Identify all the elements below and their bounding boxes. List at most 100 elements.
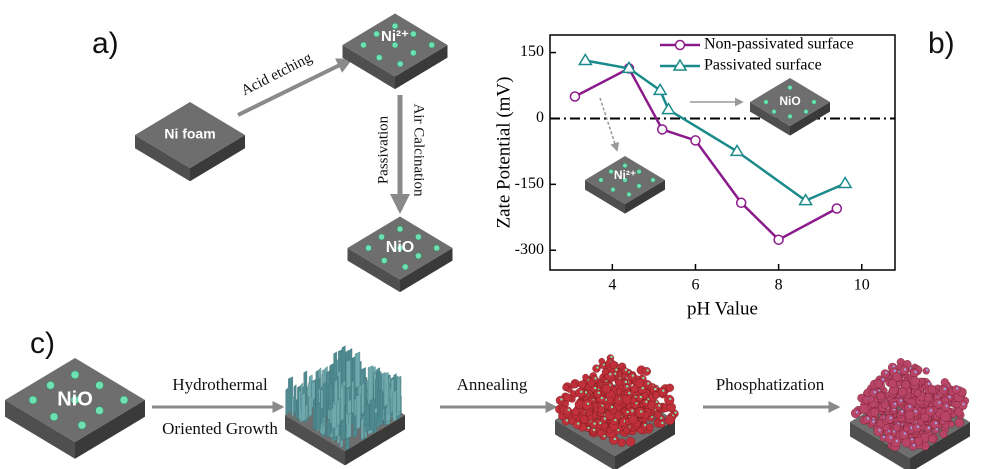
particle-dot <box>594 387 596 389</box>
particle <box>913 423 922 432</box>
particle <box>614 412 622 420</box>
legend-label: Passivated surface <box>704 57 822 74</box>
slab-label: NiO <box>386 239 414 256</box>
slab <box>285 346 405 466</box>
dot <box>415 253 421 259</box>
particle-dot <box>962 403 964 405</box>
particle-dot <box>872 420 874 422</box>
particle <box>924 425 931 432</box>
particle-dot <box>944 388 946 390</box>
particle <box>594 390 601 397</box>
dot <box>379 234 385 240</box>
slab: Ni²⁺ <box>585 156 665 214</box>
particle-dot <box>894 403 896 405</box>
particle-dot <box>904 432 906 434</box>
particle <box>623 395 632 404</box>
particle <box>881 401 889 409</box>
particle <box>898 388 907 397</box>
particle <box>624 428 630 434</box>
particle-dot <box>956 387 958 389</box>
particle <box>616 388 622 394</box>
dot <box>812 100 816 104</box>
nanowire <box>309 396 312 417</box>
slab: NiO <box>348 217 453 293</box>
legend-marker <box>676 41 685 50</box>
particle <box>571 382 578 389</box>
nanowire <box>356 394 360 429</box>
slab-label: NiO <box>779 94 800 108</box>
label: Phosphatization <box>716 375 825 394</box>
particle <box>921 413 929 421</box>
particle-dot <box>632 374 634 376</box>
dot <box>361 42 367 48</box>
particle-dot <box>642 377 644 379</box>
particle-dot <box>642 387 644 389</box>
dot <box>78 421 86 429</box>
particle-dot <box>926 369 928 371</box>
dot <box>29 396 37 404</box>
dot <box>764 100 768 104</box>
particle <box>636 395 643 402</box>
particle-dot <box>874 391 876 393</box>
particle-dot <box>577 422 579 424</box>
particle <box>629 415 638 424</box>
marker <box>832 204 841 213</box>
particle <box>870 408 879 417</box>
nanowire <box>286 388 288 415</box>
particle <box>885 414 894 423</box>
particle <box>602 384 611 393</box>
dot <box>376 55 382 61</box>
particle-dot <box>914 410 916 412</box>
dot <box>96 381 104 389</box>
particle <box>955 408 964 417</box>
particle-dot <box>889 436 891 438</box>
particle-dot <box>928 383 930 385</box>
particle-dot <box>625 369 627 371</box>
dot <box>96 407 104 415</box>
nanowire <box>301 393 305 422</box>
nanowire <box>361 383 364 414</box>
particle-dot <box>914 371 916 373</box>
dot <box>637 184 641 188</box>
particle <box>914 437 922 445</box>
nanowire <box>364 404 369 426</box>
particle-dot <box>928 426 930 428</box>
y-tick-label: 0 <box>536 109 544 126</box>
particle-dot <box>878 429 880 431</box>
particle-dot <box>604 417 606 419</box>
nanowire <box>313 398 315 429</box>
particle <box>580 415 588 423</box>
particle <box>610 361 618 369</box>
particle-dot <box>938 401 940 403</box>
particle <box>923 368 930 375</box>
nanowire <box>334 379 337 404</box>
nanowire <box>346 360 351 389</box>
particle-dot <box>610 356 612 358</box>
particle <box>869 419 875 425</box>
particle <box>931 420 940 429</box>
dot <box>623 163 627 167</box>
particle <box>928 385 936 393</box>
particle <box>635 379 644 388</box>
particle <box>599 358 605 364</box>
label: Annealing <box>457 375 528 394</box>
nanowire <box>377 387 379 420</box>
particle-dot <box>910 427 912 429</box>
particle-dot <box>626 385 628 387</box>
label: Passivation <box>375 115 391 184</box>
dot <box>434 245 440 251</box>
dot <box>410 50 416 56</box>
particle-dot <box>568 409 570 411</box>
marker <box>839 177 851 187</box>
particle <box>622 367 629 374</box>
particle-dot <box>580 391 582 393</box>
particle-dot <box>640 410 642 412</box>
particle <box>626 437 635 446</box>
label: a) <box>92 27 119 60</box>
particle-dot <box>658 404 660 406</box>
slab-label: Ni²⁺ <box>381 28 409 45</box>
particle-dot <box>935 422 937 424</box>
particle <box>623 384 629 390</box>
particle <box>590 421 598 429</box>
nanowire <box>341 419 346 440</box>
